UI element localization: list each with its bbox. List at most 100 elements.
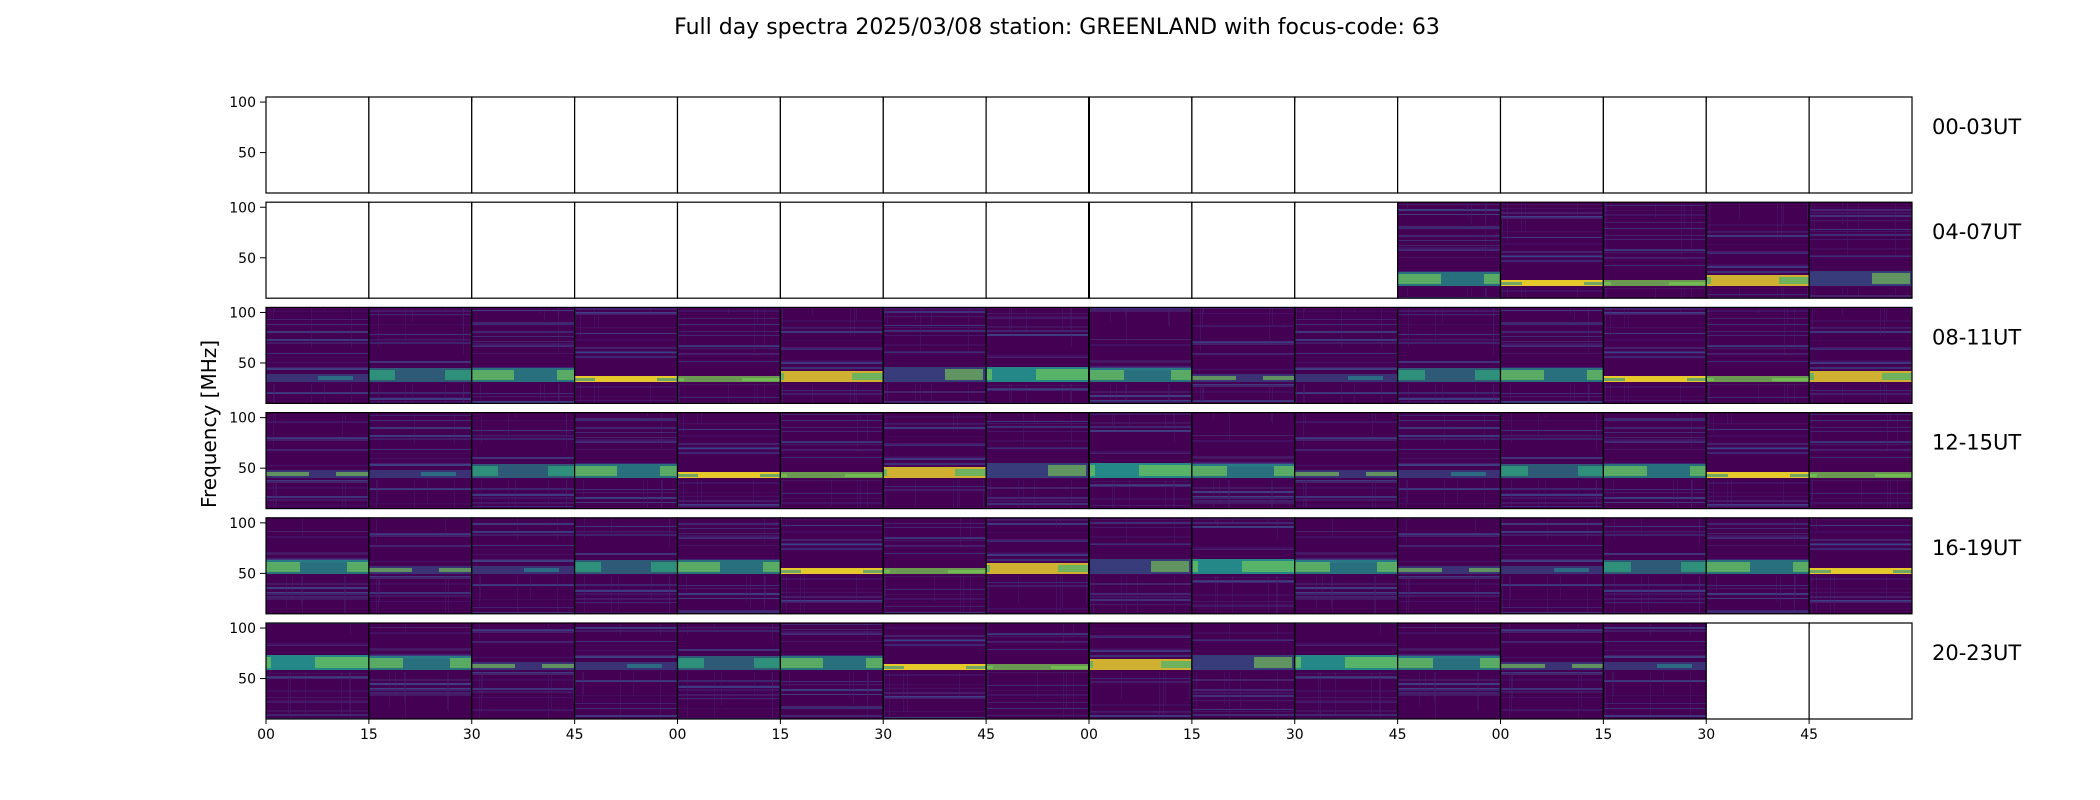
spectrum-panel	[1499, 201, 1604, 299]
empty-panel	[1294, 96, 1399, 194]
spectrum-panel	[471, 412, 576, 510]
spectrum-panel	[471, 622, 576, 720]
spectrum-panel	[1499, 306, 1604, 404]
y-tick-label: 50	[238, 461, 256, 477]
row-label: 04-07UT	[1932, 220, 2021, 244]
x-tick-label: 15	[360, 727, 378, 743]
x-tick-label: 45	[1389, 727, 1407, 743]
spectrum-panel	[1294, 412, 1399, 510]
spectrum-panel	[1191, 517, 1296, 615]
spectrum-panel	[368, 622, 473, 720]
empty-panel	[1191, 96, 1296, 194]
empty-panel	[1088, 201, 1193, 299]
y-axis-label: Frequency [MHz]	[197, 340, 221, 508]
empty-panel	[1191, 201, 1296, 299]
empty-panel	[265, 96, 370, 194]
spectrum-panel	[265, 412, 370, 510]
spectrum-panel	[882, 622, 987, 720]
empty-panel	[1397, 96, 1502, 194]
spectrum-panel	[1397, 201, 1502, 299]
spectrum-panel	[368, 517, 473, 615]
spectrum-panel	[779, 412, 884, 510]
y-tick-label: 50	[238, 146, 256, 162]
y-tick-label: 50	[238, 251, 256, 267]
spectrum-panel	[368, 306, 473, 404]
empty-panel	[1808, 622, 1913, 720]
spectrum-panel	[985, 517, 1090, 615]
empty-panel	[1808, 96, 1913, 194]
x-tick-label: 45	[977, 727, 995, 743]
spectrum-panel	[779, 517, 884, 615]
empty-panel	[574, 201, 679, 299]
empty-panel	[1294, 201, 1399, 299]
x-tick-label: 00	[257, 727, 275, 743]
spectrum-panel	[985, 412, 1090, 510]
spectrum-panel	[882, 306, 987, 404]
spectrum-panel	[1294, 622, 1399, 720]
x-tick-label: 45	[566, 727, 584, 743]
row-label: 20-23UT	[1932, 641, 2021, 665]
spectrum-panel	[1705, 517, 1810, 615]
spectrum-panel	[1602, 517, 1707, 615]
y-tick-label: 100	[229, 621, 256, 637]
spectrum-panel	[265, 517, 370, 615]
spectrum-panel	[676, 306, 781, 404]
spectrum-panel	[1602, 412, 1707, 510]
spectrum-panel	[1191, 622, 1296, 720]
spectrum-panel	[1294, 517, 1399, 615]
empty-panel	[1602, 96, 1707, 194]
y-tick-label: 100	[229, 411, 256, 427]
spectrum-panel	[574, 517, 679, 615]
spectrum-panel	[1088, 412, 1193, 510]
spectrum-panel	[1397, 412, 1502, 510]
x-tick-label: 15	[1183, 727, 1201, 743]
spectrum-panel	[1705, 201, 1810, 299]
y-tick-label: 100	[229, 95, 256, 111]
spectra-row: 100 50 20-23UT	[229, 621, 2021, 720]
spectrum-panel	[1499, 517, 1604, 615]
spectra-row: 100 50 16-19UT	[229, 516, 2021, 615]
empty-panel	[985, 201, 1090, 299]
spectra-row: 100 50 04-07UT	[229, 200, 2021, 299]
spectrum-panel	[471, 306, 576, 404]
empty-panel	[985, 96, 1090, 194]
row-label: 12-15UT	[1932, 431, 2021, 455]
y-tick-label: 100	[229, 516, 256, 532]
empty-panel	[368, 96, 473, 194]
spectrum-panel	[1397, 517, 1502, 615]
spectrum-panel	[676, 622, 781, 720]
spectrum-panel	[471, 517, 576, 615]
row-label: 16-19UT	[1932, 536, 2021, 560]
spectra-row: 100 50 00-03UT	[229, 95, 2021, 194]
empty-panel	[1705, 622, 1810, 720]
spectrum-panel	[265, 622, 370, 720]
spectra-grid: 100 50 00-03UT 100 50 04-07UT 100 50 08-11UT 100 5…	[229, 95, 2021, 720]
spectrum-panel	[1191, 412, 1296, 510]
empty-panel	[265, 201, 370, 299]
spectrum-panel	[1294, 306, 1399, 404]
empty-panel	[882, 96, 987, 194]
y-tick-label: 50	[238, 566, 256, 582]
spectra-row: 100 50 12-15UT	[229, 411, 2021, 510]
spectrum-panel	[1602, 622, 1707, 720]
spectrum-panel	[1808, 201, 1913, 299]
x-tick-label: 00	[669, 727, 687, 743]
empty-panel	[471, 201, 576, 299]
x-tick-label: 30	[1286, 727, 1304, 743]
spectrum-panel	[1705, 306, 1810, 404]
spectrum-panel	[1088, 517, 1193, 615]
empty-panel	[1499, 96, 1604, 194]
spectrum-panel	[1705, 412, 1810, 510]
spectrum-panel	[882, 412, 987, 510]
spectra-row: 100 50 08-11UT	[229, 305, 2021, 404]
y-tick-label: 50	[238, 356, 256, 372]
empty-panel	[676, 201, 781, 299]
spectrum-panel	[1808, 412, 1913, 510]
spectrum-panel	[368, 412, 473, 510]
empty-panel	[574, 96, 679, 194]
x-tick-label: 30	[1697, 727, 1715, 743]
empty-panel	[882, 201, 987, 299]
spectrum-panel	[985, 306, 1090, 404]
empty-panel	[779, 96, 884, 194]
y-tick-label: 100	[229, 305, 256, 321]
